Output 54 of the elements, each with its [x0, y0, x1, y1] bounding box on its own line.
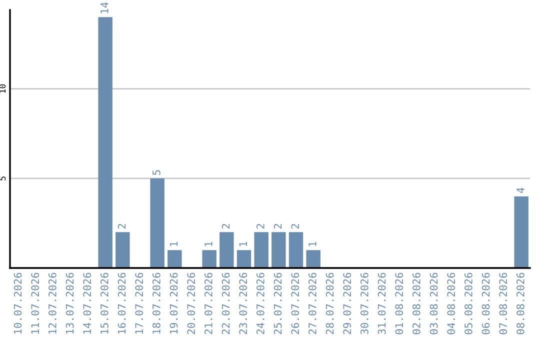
x-tick-label: 23.07.2026	[239, 272, 248, 334]
data-label: 2	[274, 224, 282, 229]
x-tick-label: 28.07.2026	[326, 272, 334, 334]
bar	[168, 250, 182, 268]
bar	[98, 17, 112, 268]
x-tick-label: 22.07.2026	[222, 272, 230, 334]
data-label: 1	[204, 242, 212, 246]
x-tick-label: 24.07.2026	[256, 272, 264, 334]
x-tick-label: 03.08.2026	[430, 272, 438, 334]
bar	[236, 250, 252, 268]
x-tick-label: 08.08.2026	[516, 272, 524, 334]
x-tick-label: 31.07.2026	[378, 272, 386, 334]
x-tick-label: 26.07.2026	[291, 272, 300, 334]
x-tick-label: 16.07.2026	[118, 272, 126, 334]
x-tick-label: 27.07.2026	[308, 272, 316, 334]
x-tick-label: 05.08.2026	[464, 272, 472, 334]
x-tick-label: 11.07.2026	[31, 272, 40, 334]
data-label: 14	[100, 2, 108, 14]
bar	[254, 232, 268, 268]
data-label: 2	[222, 224, 230, 229]
x-tick-label: 29.07.2026	[343, 272, 352, 334]
data-label: 5	[152, 170, 160, 175]
x-tick-label: 02.08.2026	[412, 272, 420, 334]
x-tick-label: 20.07.2026	[187, 272, 196, 334]
x-tick-label: 13.07.2026	[66, 272, 74, 334]
x-tick-label: 25.07.2026	[274, 272, 282, 334]
data-label: 2	[291, 224, 299, 229]
bar	[116, 232, 130, 268]
data-label: 1	[308, 242, 316, 246]
x-tick-label: 21.07.2026	[204, 272, 212, 334]
bar	[202, 250, 216, 268]
data-label: 2	[118, 224, 126, 229]
x-tick-label: 01.08.2026	[395, 272, 404, 334]
x-tick-label: 12.07.2026	[48, 272, 56, 334]
bar	[306, 250, 320, 268]
data-label: 2	[256, 224, 264, 229]
bar	[220, 232, 234, 268]
data-label: 4	[516, 188, 524, 194]
x-tick-label: 10.07.2026	[14, 272, 22, 334]
x-tick-label: 19.07.2026	[170, 272, 178, 334]
x-tick-label: 17.07.2026	[135, 272, 144, 334]
x-tick-label: 18.07.2026	[152, 272, 160, 334]
bar	[514, 196, 528, 268]
x-tick-label: 30.07.2026	[360, 272, 368, 334]
data-label: 1	[239, 242, 247, 246]
bar	[150, 178, 164, 268]
bar	[272, 232, 286, 268]
data-label: 1	[170, 242, 178, 246]
x-tick-label: 14.07.2026	[83, 272, 92, 334]
bar	[288, 232, 304, 268]
x-tick-label: 15.07.2026	[100, 272, 108, 334]
x-tick-label: 07.08.2026	[499, 272, 508, 334]
x-tick-label: 04.08.2026	[447, 272, 456, 334]
x-tick-label: 06.08.2026	[482, 272, 490, 334]
